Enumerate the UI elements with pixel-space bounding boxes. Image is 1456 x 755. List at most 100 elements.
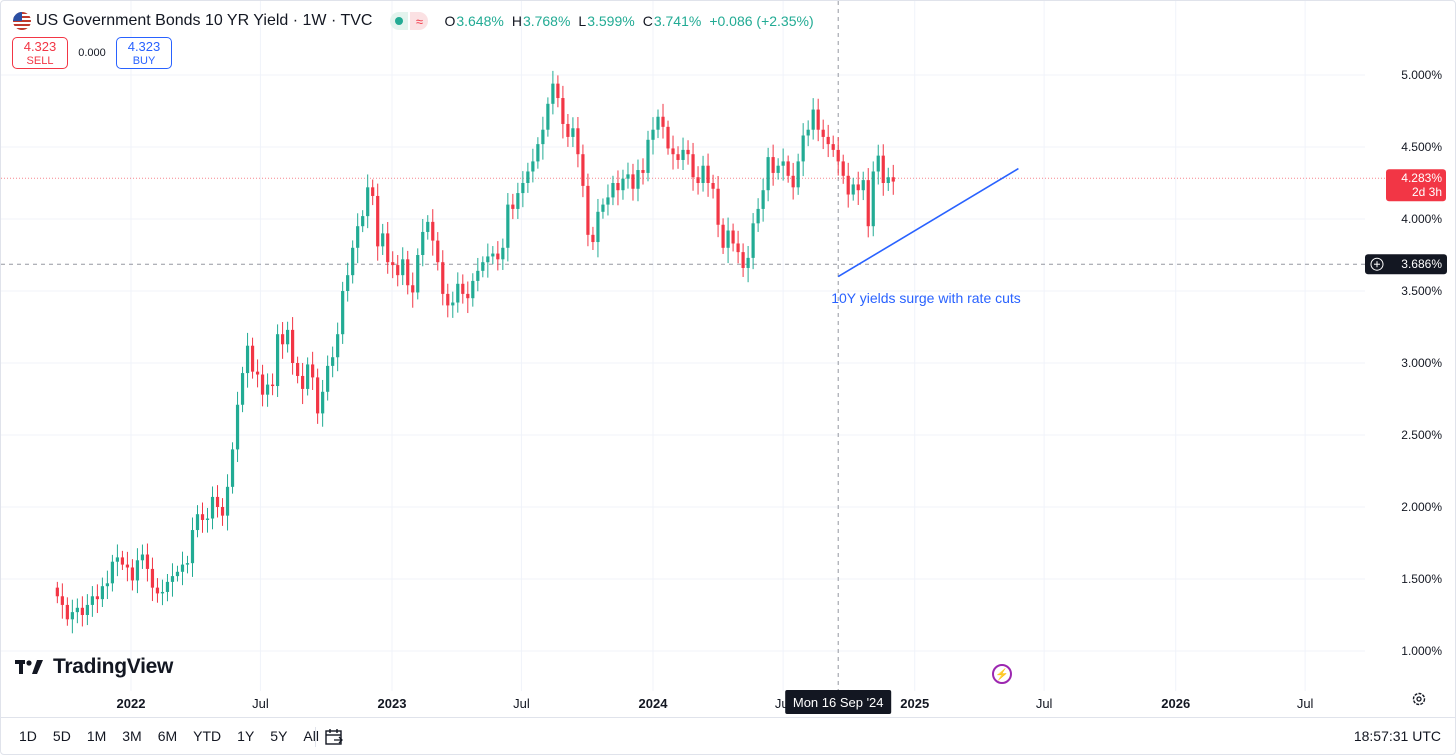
candle-body — [646, 139, 650, 173]
range-1m[interactable]: 1M — [86, 728, 107, 744]
candle-body — [581, 154, 585, 186]
candle-body — [135, 560, 140, 581]
candle-body — [90, 596, 94, 605]
candle-body — [826, 136, 830, 145]
range-1y[interactable]: 1Y — [237, 728, 255, 744]
x-axis-tick-label: Jul — [252, 696, 269, 711]
last-price-tag — [1386, 169, 1446, 202]
candle-body — [441, 262, 445, 294]
candle-body — [341, 291, 345, 335]
annotation-text: 10Y yields surge with rate cuts — [831, 290, 1021, 306]
ohlc-close: C3.741% — [642, 13, 702, 29]
ohlc-change: +0.086 (+2.35%) — [709, 13, 814, 29]
candle-body — [446, 293, 450, 306]
range-1d[interactable]: 1D — [19, 728, 37, 744]
y-axis-tick-label: 2.500% — [1401, 428, 1442, 442]
utc-clock[interactable]: 18:57:31 UTC — [1353, 728, 1441, 744]
candle-body — [105, 583, 110, 587]
y-axis-tick-label: 3.500% — [1401, 284, 1442, 298]
candle-body — [661, 116, 665, 127]
candle-body — [551, 83, 555, 104]
candle-body — [270, 384, 275, 387]
candle-body — [200, 514, 205, 520]
price-chart[interactable]: 2022 Jul 2023 Jul 2024 Jul 2025 Jul 2026 Jul5.000… — [1, 1, 1455, 717]
candle-body — [491, 253, 495, 257]
candle-body — [185, 563, 190, 565]
range-3m[interactable]: 3M — [122, 728, 142, 744]
candle-body — [210, 496, 215, 519]
candle-body — [351, 247, 355, 276]
sell-button[interactable]: 4.323 SELL — [12, 37, 68, 69]
candle-body — [861, 180, 865, 191]
crosshair-date-value: Mon 16 Sep '24 — [793, 695, 884, 710]
candle-body — [531, 161, 535, 172]
candle-body — [311, 364, 315, 378]
candle-body — [140, 554, 145, 561]
candle-body — [761, 190, 765, 209]
range-5y[interactable]: 5Y — [270, 728, 288, 744]
candle-body — [666, 126, 670, 149]
candle-body — [706, 165, 710, 183]
x-axis-tick-label: 2023 — [378, 696, 407, 711]
candle-body — [170, 576, 175, 582]
candle-body — [371, 187, 375, 196]
market-status[interactable]: ≈ — [390, 12, 429, 30]
candle-body — [501, 247, 505, 260]
us-flag-icon — [13, 12, 31, 30]
candle-body — [846, 175, 850, 195]
candle-body — [541, 129, 545, 145]
candle-body — [546, 103, 550, 130]
candle-body — [60, 596, 64, 605]
candle-body — [736, 243, 740, 253]
candle-body — [150, 568, 155, 588]
x-axis-tick-label: 2025 — [900, 696, 929, 711]
range-ytd[interactable]: YTD — [193, 728, 222, 744]
chart-settings-gear-icon[interactable] — [1411, 691, 1427, 707]
candle-body — [696, 177, 700, 183]
candle-body — [611, 183, 615, 198]
market-open-icon[interactable] — [390, 12, 409, 30]
candle-body — [481, 262, 485, 271]
y-axis-tick-label: 4.000% — [1401, 212, 1442, 226]
goto-date-icon[interactable] — [323, 726, 345, 748]
data-delay-icon[interactable]: ≈ — [410, 12, 429, 30]
candle-body — [250, 345, 255, 372]
candle-body — [841, 161, 845, 176]
range-selector: 1D 5D 1M 3M 6M YTD 1Y 5Y All — [11, 728, 327, 744]
candle-body — [876, 155, 880, 172]
candle-body — [711, 183, 715, 189]
candle-body — [886, 177, 890, 183]
candle-body — [130, 567, 135, 581]
candle-body — [55, 587, 59, 597]
candle-body — [686, 149, 690, 155]
candle-body — [676, 154, 680, 160]
buy-button[interactable]: 4.323 BUY — [116, 37, 172, 69]
candle-body — [391, 262, 395, 266]
candle-body — [230, 449, 235, 487]
logo-text: TradingView — [53, 655, 174, 678]
crosshair-price-tag — [1365, 254, 1447, 275]
candle-body — [591, 234, 595, 243]
candle-body — [856, 184, 860, 191]
candle-body — [301, 375, 305, 389]
candle-body — [431, 221, 435, 241]
symbol-title[interactable]: US Government Bonds 10 YR Yield · 1W · T… — [36, 12, 373, 29]
range-5d[interactable]: 5D — [52, 728, 71, 744]
candle-body — [85, 604, 89, 615]
candle-body — [781, 161, 785, 166]
trade-panel: 4.323 SELL 0.000 4.323 BUY — [12, 37, 172, 69]
lightning-icon[interactable]: ⚡ — [992, 664, 1012, 684]
ohlc-values: O3.648% H3.768% L3.599% C3.741% +0.086 (… — [444, 13, 813, 29]
toolbar-divider — [315, 727, 316, 747]
candle-body — [70, 612, 74, 620]
candle-body — [155, 587, 160, 594]
candle-body — [746, 257, 750, 268]
candle-body — [731, 230, 735, 244]
candle-body — [816, 109, 820, 130]
y-axis-tick-label: 1.000% — [1401, 644, 1442, 658]
candle-body — [275, 334, 280, 387]
range-6m[interactable]: 6M — [157, 728, 178, 744]
y-axis-tick-label: 2.000% — [1401, 500, 1442, 514]
candle-body — [80, 607, 84, 615]
candle-body — [190, 530, 195, 564]
